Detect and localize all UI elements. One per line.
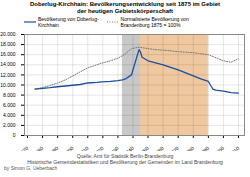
svg-text:1880: 1880 <box>32 145 44 151</box>
svg-text:1890: 1890 <box>47 145 59 151</box>
svg-text:1960: 1960 <box>153 145 165 151</box>
svg-text:12.000: 12.000 <box>0 72 16 78</box>
svg-text:1910: 1910 <box>78 145 90 151</box>
svg-text:1950: 1950 <box>138 145 150 151</box>
svg-text:6.000: 6.000 <box>3 102 16 108</box>
svg-text:1930: 1930 <box>108 145 120 151</box>
svg-text:1870: 1870 <box>17 145 29 151</box>
svg-text:1900: 1900 <box>62 145 74 151</box>
svg-text:2010: 2010 <box>228 145 240 151</box>
svg-text:1990: 1990 <box>198 145 210 151</box>
html-text:Quelle: Amt für Statistik Berl: Quelle: Amt für Statistik Berlin-Branden… <box>76 153 174 159</box>
svg-text:8.000: 8.000 <box>3 92 16 98</box>
svg-text:16.000: 16.000 <box>0 51 16 57</box>
svg-text:1980: 1980 <box>183 145 195 151</box>
svg-text:14.000: 14.000 <box>0 61 16 67</box>
html-text:Bevölkerung von Doberlug- Kirc: Bevölkerung von Doberlug- Kirchhain <box>38 16 99 28</box>
svg-text:4.000: 4.000 <box>3 112 16 118</box>
svg-text:2.000: 2.000 <box>3 122 16 128</box>
svg-text:1970: 1970 <box>168 145 180 151</box>
svg-text:18.000: 18.000 <box>0 41 16 47</box>
html-text:Historische Gemeindestatistike: Historische Gemeindestatistiken und Bevö… <box>27 159 223 165</box>
svg-text:2000: 2000 <box>213 145 225 151</box>
svg-text:1940: 1940 <box>123 145 135 151</box>
svg-text:1920: 1920 <box>93 145 105 151</box>
html-text:Normalisierte Bevölkerung von: Normalisierte Bevölkerung von Brandenbur… <box>120 16 189 28</box>
svg-text:10.000: 10.000 <box>0 82 16 88</box>
svg-text:20.000: 20.000 <box>0 31 16 37</box>
html-text:by Simon G. Ueberbach: by Simon G. Ueberbach <box>4 165 58 171</box>
svg-text:0: 0 <box>13 132 16 138</box>
html-text:Doberlug-Kirchhain: Bevölkerun: Doberlug-Kirchhain: Bevölkerungsentwickl… <box>30 1 220 14</box>
